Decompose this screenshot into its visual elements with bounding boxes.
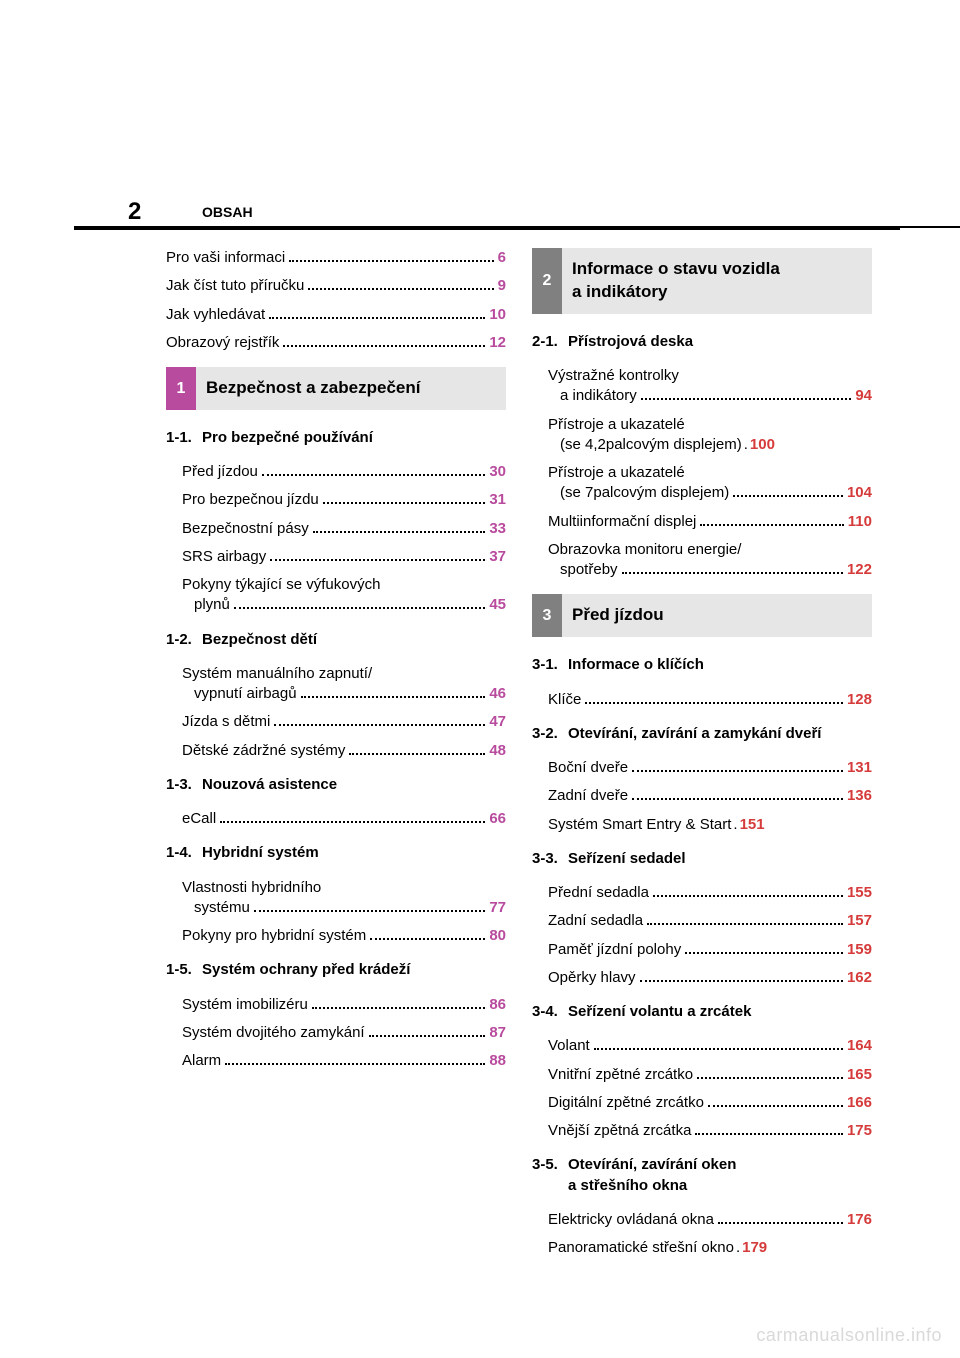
toc-entry: Digitální zpětné zrcátko166	[532, 1093, 872, 1113]
header-rule-thick	[74, 226, 900, 230]
toc-entry: Elektricky ovládaná okna176	[532, 1210, 872, 1230]
section-heading: 2-1.Přístrojová deska	[532, 332, 872, 352]
toc-entry: Pro vaši informaci6	[166, 248, 506, 268]
section-heading: 3-5.Otevírání, zavírání okena střešního …	[532, 1155, 872, 1196]
toc-entry: Opěrky hlavy162	[532, 968, 872, 988]
page: 2 OBSAH Pro vaši informaci6 Jak číst tuto…	[0, 0, 960, 1358]
chapter-1-title: Bezpečnost a zabezpečení	[196, 367, 506, 410]
chapter-1-tab: 1	[166, 367, 196, 410]
toc-entry-cont: spotřeby122	[532, 560, 872, 580]
toc-entry: SRS airbagy37	[166, 547, 506, 567]
chapter-2-tab: 2	[532, 248, 562, 314]
left-column: Pro vaši informaci6 Jak číst tuto příručk…	[166, 248, 506, 1079]
toc-entry: Dětské zádržné systémy48	[166, 741, 506, 761]
toc-entry: Pro bezpečnou jízdu31	[166, 490, 506, 510]
chapter-3-bar: 3 Před jízdou	[532, 594, 872, 637]
section-heading: 1-1.Pro bezpečné používání	[166, 428, 506, 448]
toc-entry-cont: plynů45	[166, 595, 506, 615]
toc-entry: Alarm88	[166, 1051, 506, 1071]
section-heading: 3-1.Informace o klíčích	[532, 655, 872, 675]
toc-entry-cont: a indikátory94	[532, 386, 872, 406]
chapter-3-tab: 3	[532, 594, 562, 637]
toc-entry: Jak vyhledávat10	[166, 305, 506, 325]
toc-entry: Jak číst tuto příručku9	[166, 276, 506, 296]
toc-entry-cont: vypnutí airbagů46	[166, 684, 506, 704]
toc-entry: Před jízdou30	[166, 462, 506, 482]
toc-entry: Volant164	[532, 1036, 872, 1056]
chapter-2-bar: 2 Informace o stavu vozidla a indikátory	[532, 248, 872, 314]
toc-entry: Boční dveře131	[532, 758, 872, 778]
toc-entry: Jízda s dětmi47	[166, 712, 506, 732]
toc-entry: Vlastnosti hybridního	[166, 878, 506, 898]
toc-entry: Paměť jízdní polohy159	[532, 940, 872, 960]
toc-entry: Přístroje a ukazatelé	[532, 415, 872, 435]
toc-entry: Panoramatické střešní okno. 179	[532, 1238, 872, 1258]
right-column: 2 Informace o stavu vozidla a indikátory…	[532, 248, 872, 1266]
toc-entry: Zadní dveře136	[532, 786, 872, 806]
section-heading: 3-2.Otevírání, zavírání a zamykání dveří	[532, 724, 872, 744]
chapter-3-title: Před jízdou	[562, 594, 872, 637]
section-heading: 3-4.Seřízení volantu a zrcátek	[532, 1002, 872, 1022]
toc-entry: Přístroje a ukazatelé	[532, 463, 872, 483]
toc-entry: Pokyny pro hybridní systém80	[166, 926, 506, 946]
section-heading: 1-4.Hybridní systém	[166, 843, 506, 863]
watermark: carmanualsonline.info	[756, 1325, 942, 1346]
toc-entry: Obrazový rejstřík12	[166, 333, 506, 353]
page-number: 2	[128, 198, 141, 226]
toc-entry: Pokyny týkající se výfukových	[166, 575, 506, 595]
toc-entry-cont: (se 4,2palcovým displejem). 100	[532, 435, 872, 455]
toc-entry: Systém manuálního zapnutí/	[166, 664, 506, 684]
toc-entry: Bezpečnostní pásy33	[166, 519, 506, 539]
toc-entry: Přední sedadla155	[532, 883, 872, 903]
toc-entry: Multiinformační displej110	[532, 512, 872, 532]
toc-entry: eCall66	[166, 809, 506, 829]
section-heading: 3-3.Seřízení sedadel	[532, 849, 872, 869]
section-heading: 1-3.Nouzová asistence	[166, 775, 506, 795]
toc-entry: Systém Smart Entry & Start . 151	[532, 815, 872, 835]
toc-entry: Systém imobilizéru86	[166, 995, 506, 1015]
header-label: OBSAH	[202, 204, 253, 220]
toc-entry-cont: systému77	[166, 898, 506, 918]
section-heading: 1-2.Bezpečnost dětí	[166, 630, 506, 650]
chapter-1-bar: 1 Bezpečnost a zabezpečení	[166, 367, 506, 410]
toc-entry: Výstražné kontrolky	[532, 366, 872, 386]
toc-entry: Vnitřní zpětné zrcátko165	[532, 1065, 872, 1085]
toc-entry-cont: (se 7palcovým displejem)104	[532, 483, 872, 503]
toc-entry: Klíče128	[532, 690, 872, 710]
section-heading: 1-5.Systém ochrany před krádeží	[166, 960, 506, 980]
chapter-2-title: Informace o stavu vozidla a indikátory	[562, 248, 872, 314]
toc-entry: Obrazovka monitoru energie/	[532, 540, 872, 560]
toc-entry: Vnější zpětná zrcátka175	[532, 1121, 872, 1141]
header-rule-right	[900, 226, 960, 228]
toc-entry: Zadní sedadla157	[532, 911, 872, 931]
toc-entry: Systém dvojitého zamykání87	[166, 1023, 506, 1043]
